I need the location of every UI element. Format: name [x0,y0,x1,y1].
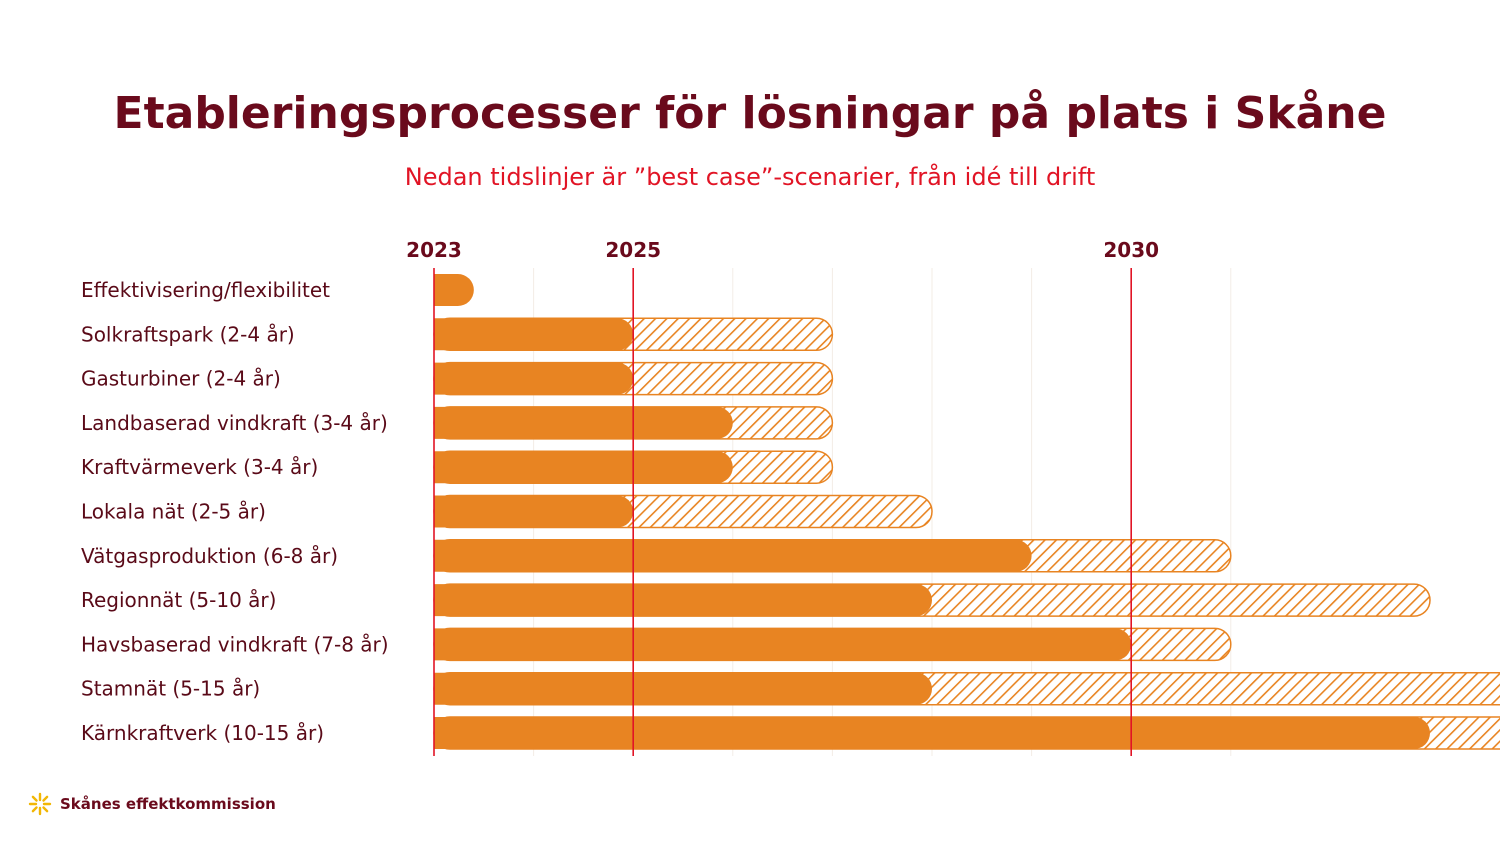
bar-range-min [434,495,634,528]
row-label: Solkraftspark (2-4 år) [81,322,295,346]
year-tick-label: 2025 [605,238,661,262]
row-label: Kraftvärmeverk (3-4 år) [81,455,318,479]
row-label: Gasturbiner (2-4 år) [81,367,281,391]
row-label: Effektivisering/flexibilitet [81,278,330,302]
year-tick-label: 2023 [406,238,462,262]
row-label: Havsbaserad vindkraft (7-8 år) [81,632,389,656]
bar-range-min [434,406,733,439]
year-marker-lines [433,268,1132,756]
row-label: Stamnät (5-15 år) [81,677,260,701]
bar-range-min [434,539,1032,572]
year-tick-labels: 2023 2025 2030 [406,238,1159,262]
bar-range-min [434,672,932,705]
bars [433,274,1500,750]
bar-range-min [434,318,634,351]
row-label: Kärnkraftverk (10-15 år) [81,721,324,745]
bar-range-min [434,274,474,306]
row-label: Lokala nät (2-5 år) [81,500,266,524]
page-subtitle: Nedan tidslinjer är ”best case”-scenarie… [404,163,1096,191]
bar-range-min [434,584,932,617]
brand-logo: Skånes effektkommission [28,792,276,816]
bar-range-min [434,717,1430,749]
bar-range-min [434,628,1132,661]
brand-name: Skånes effektkommission [60,795,276,813]
row-label: Regionnät (5-10 år) [81,588,276,612]
bar-range-min [434,451,733,484]
page-title: Etableringsprocesser för lösningar på pl… [113,88,1387,139]
sun-icon [28,792,52,816]
year-tick-label: 2030 [1103,238,1159,262]
bar-range-min [434,362,634,395]
row-label: Vätgasproduktion (6-8 år) [81,544,338,568]
row-label: Landbaserad vindkraft (3-4 år) [81,411,388,435]
row-labels: Effektivisering/flexibilitet Solkraftspar… [81,278,389,745]
